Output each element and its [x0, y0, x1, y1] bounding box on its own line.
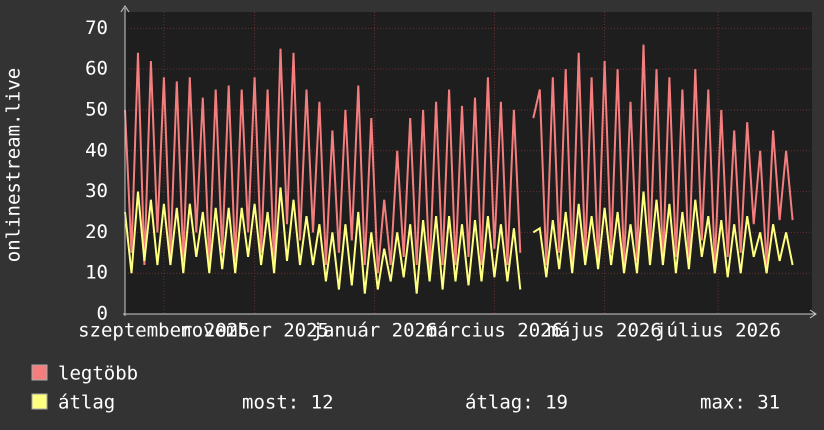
legend-label: átlag [58, 392, 115, 414]
y-tick-label: 50 [85, 98, 108, 120]
x-tick-label: március 2026 [426, 320, 563, 342]
y-tick-label: 20 [85, 221, 108, 243]
x-axis [123, 309, 817, 319]
legend-swatch [31, 364, 48, 381]
legend-stat: átlag: 19 [465, 392, 568, 414]
legend-swatch [31, 393, 48, 410]
y-tick-label: 70 [85, 17, 108, 39]
y-tick-label: 40 [85, 139, 108, 161]
y-axis [120, 5, 130, 316]
y-tick-label: 10 [85, 262, 108, 284]
y-tick-label: 0 [97, 303, 108, 325]
legend-stat: max: 31 [700, 392, 780, 414]
y-axis-label: onlinestream.live [3, 68, 25, 262]
series-line [124, 187, 794, 294]
plot-area [125, 12, 812, 314]
y-tick-label: 30 [85, 180, 108, 202]
x-tick-label: július 2026 [655, 320, 781, 342]
legend-label: legtöbb [58, 363, 138, 385]
y-tick-label: 60 [85, 58, 108, 80]
x-tick-label: január 2026 [312, 320, 438, 342]
x-tick-label: szeptember 2025 [78, 320, 250, 342]
x-tick-label: május 2026 [547, 320, 661, 342]
legend-stat: most: 12 [242, 392, 334, 414]
x-tick-label: november 2025 [180, 320, 329, 342]
